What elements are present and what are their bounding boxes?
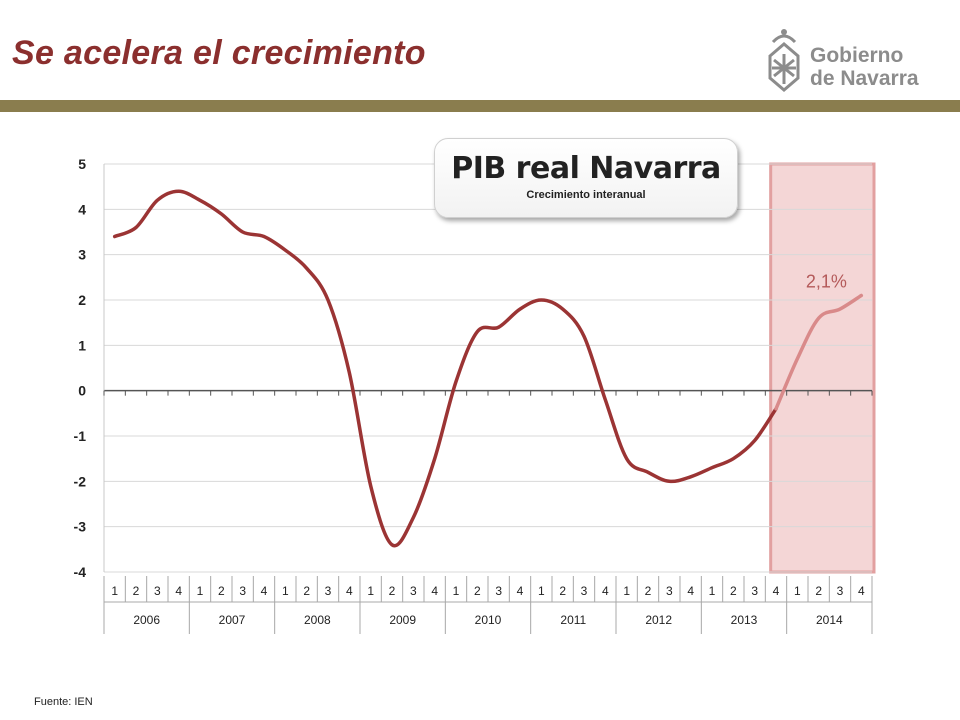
- quarter-tick-label: 1: [538, 584, 545, 598]
- quarter-tick-label: 4: [602, 584, 609, 598]
- slide-title: Se acelera el crecimiento: [12, 34, 426, 72]
- quarter-tick-label: 1: [794, 584, 801, 598]
- quarter-tick-label: 2: [474, 584, 481, 598]
- navarra-coat-of-arms-logo: [768, 29, 800, 92]
- year-tick-label: 2014: [816, 613, 843, 627]
- quarter-tick-label: 3: [239, 584, 246, 598]
- header-bar: [0, 100, 960, 112]
- chart-subtitle: Crecimiento interanual: [526, 189, 646, 201]
- quarter-tick-label: 1: [367, 584, 374, 598]
- quarter-tick-label: 3: [410, 584, 417, 598]
- year-tick-label: 2009: [389, 613, 416, 627]
- quarter-tick-label: 4: [517, 584, 524, 598]
- y-tick-label: 3: [78, 247, 86, 263]
- quarter-tick-label: 4: [346, 584, 353, 598]
- quarter-tick-label: 2: [218, 584, 225, 598]
- quarter-tick-label: 2: [389, 584, 396, 598]
- quarter-tick-label: 4: [261, 584, 268, 598]
- y-tick-label: 0: [78, 383, 86, 399]
- quarter-tick-label: 1: [453, 584, 460, 598]
- y-tick-label: -4: [74, 564, 87, 580]
- quarter-tick-label: 2: [303, 584, 310, 598]
- year-tick-label: 2013: [731, 613, 758, 627]
- year-tick-label: 2011: [560, 613, 586, 627]
- quarter-tick-label: 3: [325, 584, 332, 598]
- y-tick-label: 4: [78, 201, 86, 217]
- chart-title-callout: PIB real Navarra Crecimiento interanual: [434, 138, 738, 218]
- quarter-tick-label: 4: [431, 584, 438, 598]
- year-tick-label: 2008: [304, 613, 331, 627]
- logo-line-2: de Navarra: [810, 67, 919, 90]
- logo-line-1: Gobierno: [810, 44, 904, 67]
- quarter-tick-label: 1: [709, 584, 716, 598]
- y-tick-label: -3: [74, 519, 87, 535]
- quarter-tick-label: 2: [815, 584, 822, 598]
- gdp-growth-series-line-2014: [774, 293, 864, 411]
- year-tick-label: 2012: [645, 613, 672, 627]
- quarter-tick-label: 3: [751, 584, 758, 598]
- y-tick-label: 5: [78, 156, 86, 172]
- y-tick-label: 1: [78, 337, 86, 353]
- quarter-tick-label: 1: [282, 584, 289, 598]
- quarter-tick-label: 1: [623, 584, 630, 598]
- quarter-tick-label: 4: [687, 584, 694, 598]
- quarter-tick-label: 1: [197, 584, 204, 598]
- last-value-annotation: 2,1%: [806, 271, 847, 291]
- quarter-tick-label: 2: [645, 584, 652, 598]
- quarter-tick-label: 3: [495, 584, 502, 598]
- year-tick-label: 2010: [475, 613, 502, 627]
- logo-wordmark: Gobierno de Navarra: [810, 44, 919, 90]
- quarter-tick-label: 2: [559, 584, 566, 598]
- gdp-growth-series-line: [112, 189, 778, 548]
- y-tick-label: -2: [74, 473, 87, 489]
- quarter-tick-label: 4: [858, 584, 865, 598]
- quarter-tick-label: 3: [581, 584, 588, 598]
- quarter-tick-label: 4: [773, 584, 780, 598]
- y-tick-label: -1: [74, 428, 87, 444]
- quarter-tick-label: 3: [154, 584, 161, 598]
- quarter-tick-label: 2: [133, 584, 140, 598]
- quarter-tick-label: 3: [837, 584, 844, 598]
- quarter-tick-label: 3: [666, 584, 673, 598]
- quarter-tick-label: 1: [111, 584, 118, 598]
- chart-title: PIB real Navarra: [451, 151, 721, 186]
- highlight-band-2014: [769, 162, 876, 574]
- y-tick-label: 2: [78, 292, 86, 308]
- year-tick-label: 2006: [133, 613, 160, 627]
- quarter-tick-label: 2: [730, 584, 737, 598]
- source-note: Fuente: IEN: [34, 696, 93, 708]
- quarter-tick-label: 4: [175, 584, 182, 598]
- year-tick-label: 2007: [219, 613, 246, 627]
